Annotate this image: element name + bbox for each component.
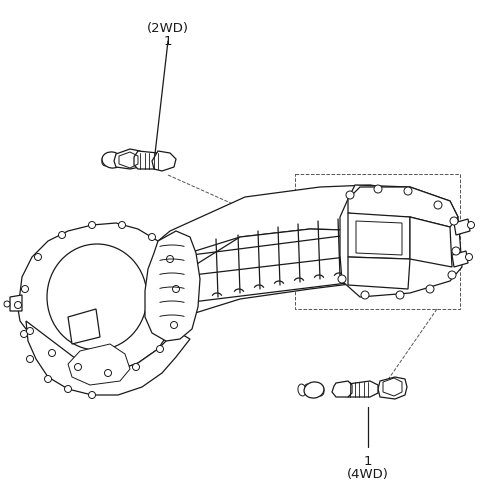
Ellipse shape [64, 386, 72, 393]
Polygon shape [152, 152, 176, 172]
Ellipse shape [35, 254, 41, 261]
Polygon shape [68, 344, 130, 385]
Ellipse shape [466, 254, 472, 261]
Polygon shape [356, 221, 402, 256]
Ellipse shape [304, 382, 324, 398]
Polygon shape [378, 377, 407, 399]
Ellipse shape [170, 322, 178, 329]
Polygon shape [26, 321, 190, 395]
Ellipse shape [452, 247, 460, 256]
Ellipse shape [102, 153, 122, 169]
Ellipse shape [167, 256, 173, 263]
Ellipse shape [74, 364, 82, 371]
Ellipse shape [346, 191, 354, 199]
Ellipse shape [88, 222, 96, 229]
Ellipse shape [105, 370, 111, 377]
Ellipse shape [132, 364, 140, 371]
Ellipse shape [448, 272, 456, 280]
Text: (4WD): (4WD) [347, 467, 389, 480]
Ellipse shape [148, 234, 156, 241]
Ellipse shape [45, 376, 51, 383]
Text: 1: 1 [364, 454, 372, 467]
Polygon shape [10, 296, 22, 312]
Ellipse shape [59, 232, 65, 239]
Ellipse shape [48, 350, 56, 357]
Ellipse shape [14, 302, 22, 309]
Polygon shape [145, 231, 200, 341]
Polygon shape [332, 381, 352, 397]
Ellipse shape [304, 384, 312, 396]
Ellipse shape [22, 286, 28, 293]
Ellipse shape [4, 302, 10, 308]
Polygon shape [348, 258, 410, 290]
Polygon shape [452, 252, 468, 268]
Ellipse shape [108, 155, 116, 166]
Ellipse shape [119, 222, 125, 229]
Ellipse shape [21, 331, 27, 338]
Ellipse shape [338, 276, 346, 284]
Polygon shape [68, 310, 100, 344]
Ellipse shape [396, 292, 404, 300]
Ellipse shape [172, 286, 180, 293]
Text: (2WD): (2WD) [147, 22, 189, 35]
Ellipse shape [450, 217, 458, 225]
Polygon shape [348, 188, 458, 227]
Ellipse shape [434, 201, 442, 209]
Ellipse shape [102, 155, 110, 166]
Polygon shape [454, 219, 470, 235]
Ellipse shape [298, 384, 306, 396]
Polygon shape [134, 152, 164, 170]
Polygon shape [158, 186, 450, 258]
Ellipse shape [26, 356, 34, 363]
Polygon shape [344, 381, 378, 397]
Ellipse shape [156, 346, 164, 353]
Ellipse shape [26, 328, 34, 335]
Polygon shape [176, 229, 452, 319]
Ellipse shape [120, 155, 128, 166]
Polygon shape [410, 217, 452, 268]
Ellipse shape [361, 292, 369, 300]
Ellipse shape [426, 286, 434, 294]
Polygon shape [340, 186, 462, 298]
Ellipse shape [114, 155, 122, 166]
Ellipse shape [468, 222, 475, 229]
Ellipse shape [374, 186, 382, 193]
Polygon shape [348, 213, 410, 260]
Text: 1: 1 [164, 35, 172, 48]
Ellipse shape [404, 188, 412, 195]
Polygon shape [114, 150, 142, 170]
Ellipse shape [316, 384, 324, 396]
Ellipse shape [310, 384, 318, 396]
Polygon shape [18, 223, 176, 371]
Ellipse shape [88, 392, 96, 399]
